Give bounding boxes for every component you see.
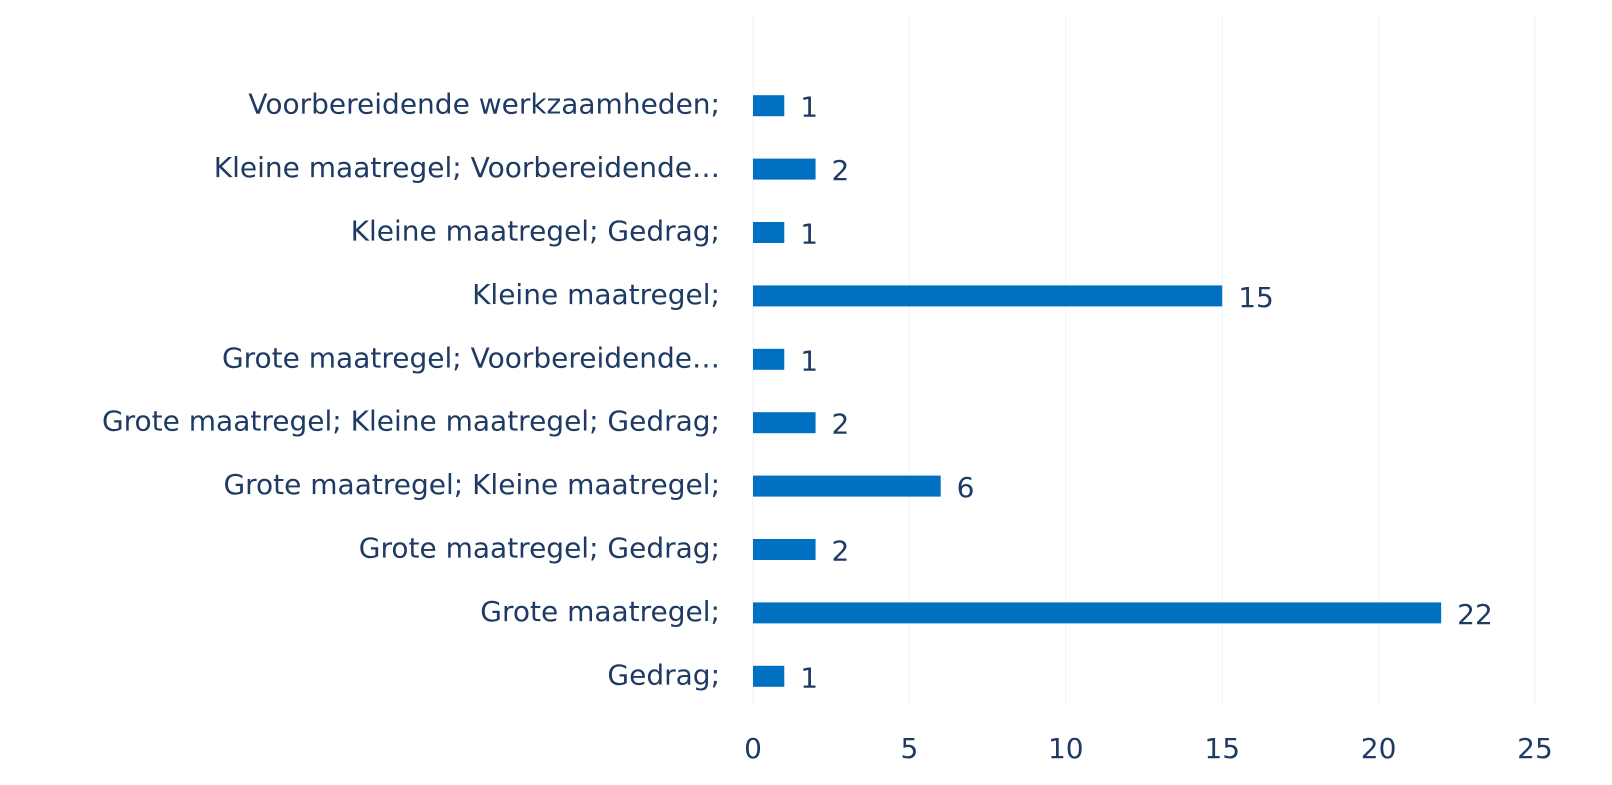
- bar: [753, 348, 785, 370]
- y-tick-label: Grote maatregel; Voorbereidende…: [222, 341, 720, 374]
- value-label: 2: [832, 154, 850, 187]
- y-tick-label: Grote maatregel; Kleine maatregel; Gedra…: [102, 405, 720, 438]
- value-label: 2: [832, 408, 850, 441]
- x-tick-label: 15: [1204, 732, 1240, 765]
- bar: [753, 475, 941, 497]
- bar: [753, 222, 785, 243]
- y-tick-label: Grote maatregel;: [480, 595, 720, 628]
- value-label: 1: [800, 91, 818, 124]
- bar: [753, 158, 816, 180]
- y-tick-label: Voorbereidende werkzaamheden;: [248, 88, 720, 121]
- bar: [753, 412, 816, 434]
- x-tick-label: 20: [1361, 732, 1397, 765]
- bar: [753, 95, 785, 117]
- y-tick-label: Grote maatregel; Kleine maatregel;: [223, 468, 720, 501]
- y-tick-label: Kleine maatregel; Voorbereidende…: [214, 151, 720, 184]
- value-label: 6: [957, 471, 975, 504]
- y-tick-label: Kleine maatregel; Gedrag;: [351, 215, 720, 248]
- y-tick-label: Gedrag;: [607, 658, 720, 691]
- value-label: 1: [800, 344, 818, 377]
- y-tick-label: Grote maatregel; Gedrag;: [359, 532, 720, 565]
- x-tick-label: 25: [1517, 732, 1553, 765]
- x-tick-label: 0: [744, 732, 762, 765]
- y-tick-label: Kleine maatregel;: [472, 278, 720, 311]
- bar: [753, 602, 1442, 624]
- value-label: 1: [800, 661, 818, 694]
- x-tick-label: 10: [1048, 732, 1084, 765]
- x-tick-label: 5: [900, 732, 918, 765]
- bar: [753, 665, 785, 687]
- value-label: 22: [1457, 598, 1493, 631]
- value-label: 2: [832, 535, 850, 568]
- value-label: 1: [800, 218, 818, 251]
- bar: [753, 285, 1223, 307]
- value-label: 15: [1238, 281, 1274, 314]
- bar: [753, 539, 816, 560]
